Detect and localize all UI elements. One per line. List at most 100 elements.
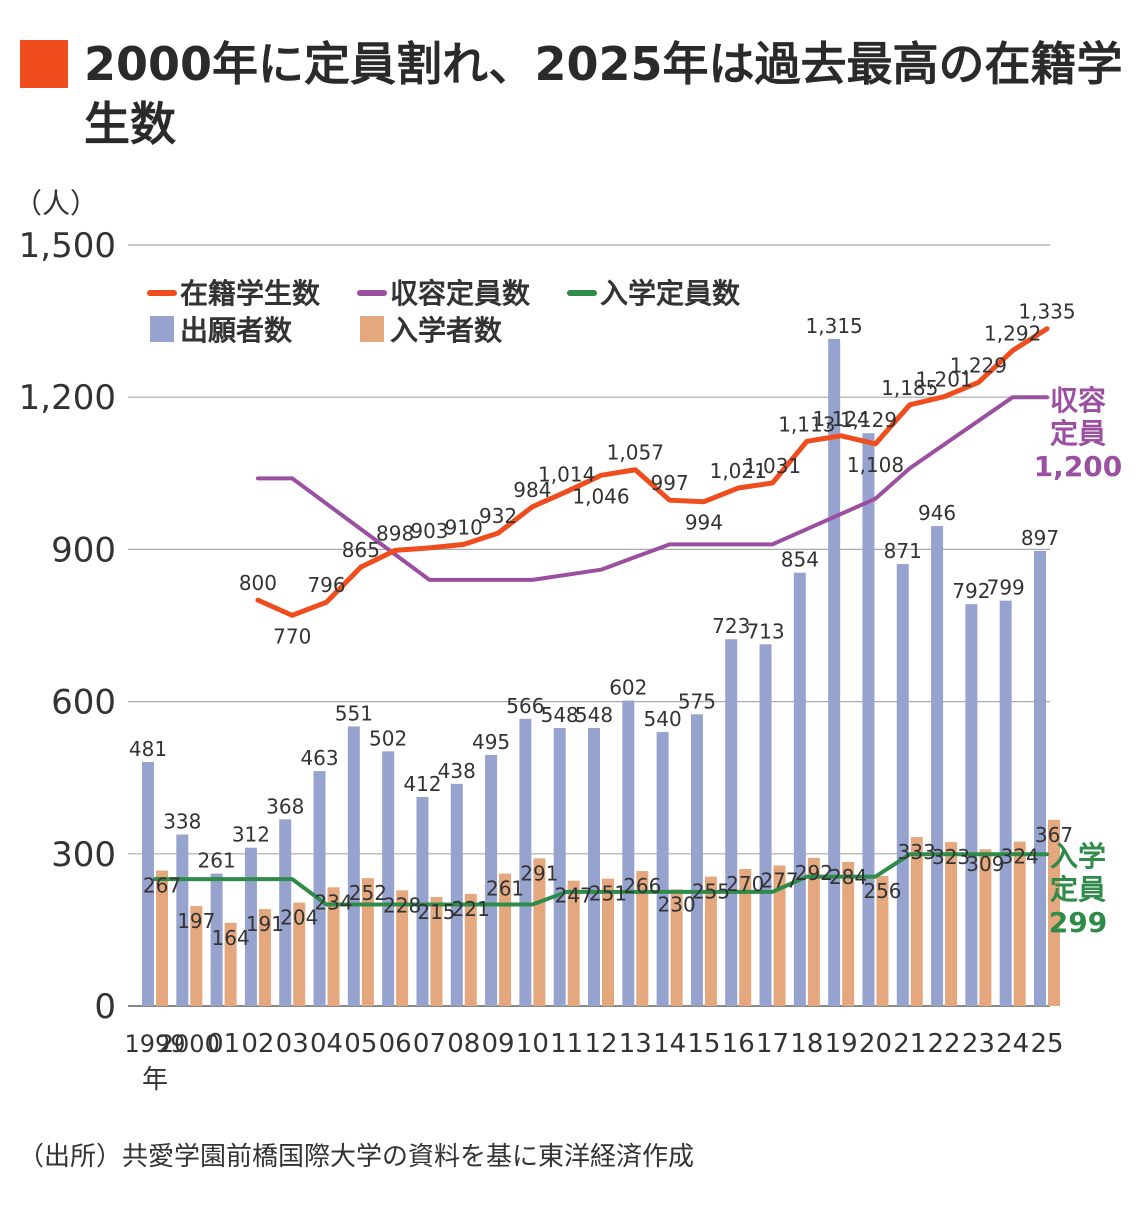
x-tick-label: 2000 <box>159 1030 220 1058</box>
data-label-applicants: 368 <box>266 794 304 818</box>
data-label-applicants: 897 <box>1021 526 1059 550</box>
legend-label-admitted: 入学者数 <box>390 314 503 347</box>
bar-applicants <box>382 751 395 1006</box>
data-label-admitted: 284 <box>829 865 867 889</box>
data-label-admitted: 266 <box>623 874 661 898</box>
data-label-admitted: 230 <box>658 892 696 916</box>
x-tick-label: 10 <box>516 1029 549 1059</box>
bar-admitted <box>636 871 649 1006</box>
data-label-applicants: 1,315 <box>806 314 863 338</box>
x-tick-label: 07 <box>413 1029 446 1059</box>
bar-applicants <box>931 526 944 1006</box>
data-label-admitted: 255 <box>692 880 730 904</box>
title-marker <box>20 40 68 88</box>
annotation-capacity: 定員 <box>1050 417 1106 450</box>
y-tick-label: 1,500 <box>19 226 116 266</box>
data-label-applicants: 723 <box>712 614 750 638</box>
bar-applicants <box>965 604 978 1006</box>
data-label-enrolled: 903 <box>410 519 448 543</box>
data-label-enrolled: 1,335 <box>1018 300 1075 324</box>
bar-admitted <box>156 870 168 1006</box>
legend-swatch-applicants <box>150 316 174 342</box>
data-label-applicants: 312 <box>232 823 270 847</box>
bar-admitted <box>807 857 820 1006</box>
data-label-enrolled: 1,124 <box>813 407 870 431</box>
bar-admitted <box>396 890 409 1006</box>
data-label-enrolled: 898 <box>376 521 414 545</box>
data-label-admitted: 204 <box>280 906 318 930</box>
source-note: （出所）共愛学園前橋国際大学の資料を基に東洋経済作成 <box>18 1142 695 1172</box>
bar-admitted <box>945 842 958 1006</box>
data-label-applicants: 481 <box>129 737 167 761</box>
data-label-applicants: 502 <box>369 726 407 750</box>
bar-applicants <box>999 600 1012 1006</box>
line-capacity <box>255 395 1049 582</box>
bar-applicants <box>725 639 738 1006</box>
line-admission_capacity <box>153 852 1049 907</box>
bar-admitted <box>842 861 855 1006</box>
bar-applicants <box>313 771 326 1006</box>
data-label-applicants: 946 <box>918 501 956 525</box>
bar-applicants <box>793 572 806 1006</box>
x-tick-label: 14 <box>653 1029 686 1059</box>
data-label-admitted: 191 <box>246 912 284 936</box>
data-label-applicants: 438 <box>438 759 476 783</box>
x-tick-label: 22 <box>928 1029 961 1059</box>
data-label-enrolled: 800 <box>239 571 277 595</box>
bar-admitted <box>704 876 717 1006</box>
bar-admitted <box>773 865 786 1006</box>
data-label-admitted: 277 <box>760 868 798 892</box>
x-tick-label: 04 <box>310 1029 343 1059</box>
bar-admitted <box>670 889 683 1006</box>
bar-applicants <box>759 644 772 1006</box>
y-tick-label: 0 <box>94 987 116 1027</box>
x-tick-label: 23 <box>962 1029 995 1059</box>
data-label-admitted: 256 <box>863 879 901 903</box>
chart-title: 2000年に定員割れ、2025年は過去最高の在籍学生数 <box>84 37 1123 151</box>
data-label-enrolled: 865 <box>342 538 380 562</box>
bar-applicants <box>1034 550 1046 1006</box>
x-tick-label: 17 <box>756 1029 789 1059</box>
bar-admitted <box>739 869 752 1006</box>
bar-applicants <box>862 433 875 1006</box>
data-labels: 4813382613123684635515024124384955665485… <box>129 300 1076 950</box>
legend-label-applicants: 出願者数 <box>180 314 293 347</box>
bars <box>142 338 1060 1006</box>
data-label-applicants: 799 <box>987 576 1025 600</box>
bar-applicants <box>485 754 498 1006</box>
data-label-applicants: 540 <box>644 707 682 731</box>
x-tick-label: 08 <box>447 1029 480 1059</box>
data-label-enrolled: 796 <box>307 573 345 597</box>
y-tick-label: 1,200 <box>19 378 116 418</box>
data-label-enrolled: 1,201 <box>915 368 972 392</box>
y-unit-label: （人） <box>14 187 98 220</box>
x-tick-label: 03 <box>276 1029 309 1059</box>
data-label-enrolled: 910 <box>445 515 483 539</box>
data-label-applicants: 548 <box>541 703 579 727</box>
annotation-capacity: 収容 <box>1050 384 1106 417</box>
data-label-enrolled: 1,014 <box>538 463 595 487</box>
y-tick-label: 600 <box>51 683 116 723</box>
bar-applicants <box>622 700 635 1006</box>
bar-applicants <box>210 873 223 1006</box>
data-label-admitted: 228 <box>383 893 421 917</box>
bar-applicants <box>142 761 154 1006</box>
annotation-admission_capacity: 入学 <box>1050 840 1106 873</box>
x-tick-label: 18 <box>790 1029 823 1059</box>
data-label-applicants: 575 <box>678 689 716 713</box>
data-label-admitted: 215 <box>417 900 455 924</box>
x-tick-label: 02 <box>241 1029 274 1059</box>
bar-admitted <box>1048 819 1060 1006</box>
data-label-admitted: 309 <box>966 852 1004 876</box>
legend-label-enrolled: 在籍学生数 <box>180 277 321 310</box>
data-label-admitted: 292 <box>795 861 833 885</box>
data-label-applicants: 1,129 <box>840 408 897 432</box>
data-label-applicants: 854 <box>781 548 819 572</box>
data-label-admitted: 291 <box>520 861 558 885</box>
data-label-applicants: 261 <box>198 849 236 873</box>
x-tick-label: 06 <box>379 1029 412 1059</box>
bar-admitted <box>361 878 374 1006</box>
data-label-applicants: 463 <box>300 746 338 770</box>
